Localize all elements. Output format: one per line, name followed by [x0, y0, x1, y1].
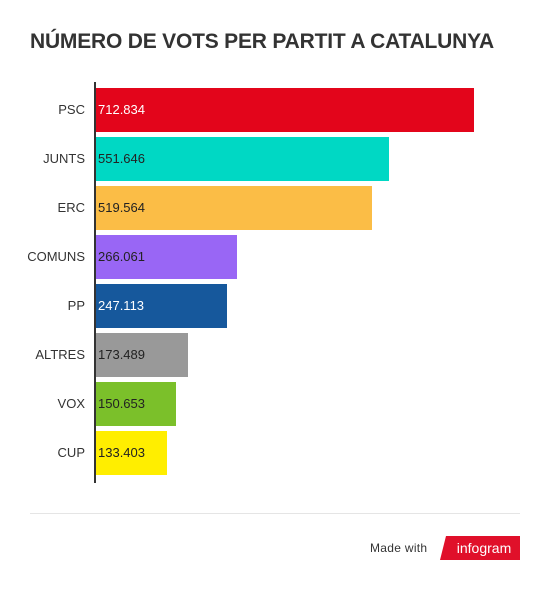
bar-vox[interactable]: [96, 382, 176, 426]
category-axis-line: [94, 82, 96, 483]
category-label: PSC: [58, 102, 85, 117]
bar-value-label: 551.646: [98, 151, 145, 166]
bar-value-label: 712.834: [98, 102, 145, 117]
bar-value-label: 247.113: [98, 298, 145, 313]
bar-value-label: 150.653: [98, 396, 145, 411]
bar-altres[interactable]: [96, 333, 188, 377]
bar-value-label: 173.489: [98, 347, 145, 362]
infogram-logo[interactable]: infogram: [440, 536, 520, 560]
bar-junts[interactable]: [96, 137, 389, 181]
category-label: CUP: [57, 445, 85, 460]
category-label: ALTRES: [35, 347, 85, 362]
footer-divider: [30, 513, 520, 514]
category-label: ERC: [57, 200, 85, 215]
category-label: VOX: [57, 396, 85, 411]
bar-value-label: 133.403: [98, 445, 145, 460]
bar-psc[interactable]: [96, 88, 474, 132]
bar-value-label: 519.564: [98, 200, 145, 215]
category-label: COMUNS: [27, 249, 85, 264]
bar-comuns[interactable]: [96, 235, 237, 279]
bar-erc[interactable]: [96, 186, 372, 230]
category-label: JUNTS: [43, 151, 85, 166]
bar-value-label: 266.061: [98, 249, 145, 264]
bar-chart: PSC 712.834 JUNTS 551.646 ERC 519.564 COMUNS 26…: [27, 82, 474, 483]
bar-pp[interactable]: [96, 284, 227, 328]
category-label: PP: [67, 298, 85, 313]
chart-title: NÚMERO DE VOTS PER PARTIT A CATALUNYA: [30, 30, 494, 53]
bar-cup[interactable]: [96, 431, 167, 475]
made-with-text: Made with: [370, 541, 428, 555]
